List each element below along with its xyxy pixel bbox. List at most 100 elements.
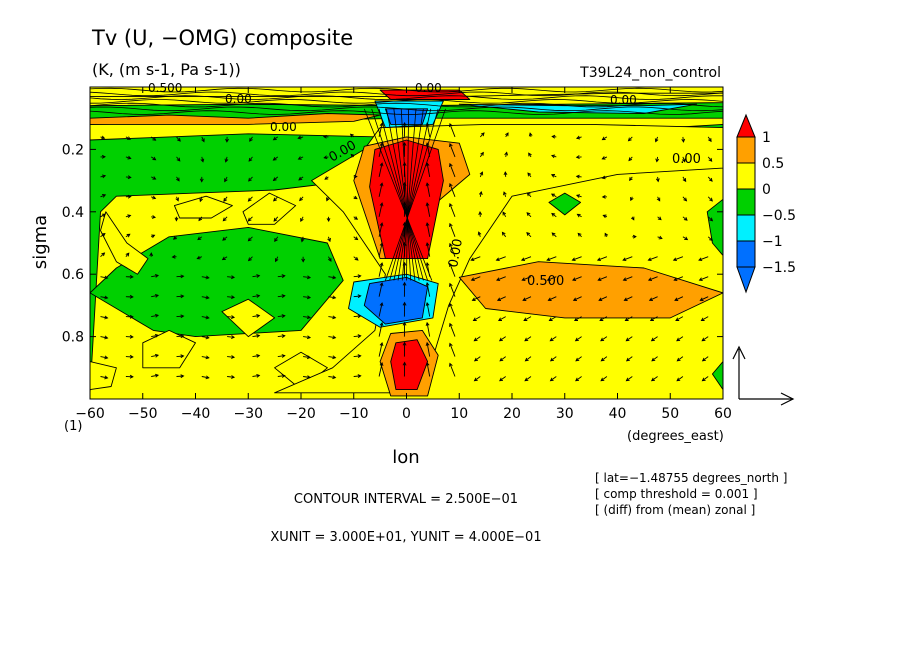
- wind-vector-head-39: [154, 373, 160, 378]
- wind-vector-head-154: [379, 321, 384, 327]
- wind-vector-297: [651, 336, 658, 342]
- region-pos1-14: [90, 361, 117, 391]
- wind-vector-head-3: [101, 174, 107, 179]
- wind-vector-head-203: [470, 277, 475, 282]
- wind-vector-head-22: [129, 294, 134, 299]
- streak-11: [389, 108, 439, 281]
- wind-vector-head-117: [306, 375, 312, 380]
- wind-vector-head-231: [523, 317, 528, 321]
- wind-vector-head-133: [353, 174, 358, 179]
- wind-vector-34: [151, 274, 159, 278]
- colorbar-segment-6: [736, 240, 756, 268]
- wind-vector-head-82: [247, 197, 252, 202]
- wind-vector-head-298: [651, 357, 656, 362]
- streak-6: [400, 108, 412, 281]
- wind-vector-204: [472, 296, 481, 301]
- x-tick-label-2: −50: [128, 406, 158, 422]
- wind-vector-180: [426, 322, 431, 337]
- wind-vector-head-32: [151, 234, 156, 239]
- wind-vector-head-200: [478, 210, 483, 215]
- wind-vector-head-40: [177, 137, 181, 142]
- wind-vector-head-277: [630, 197, 634, 202]
- wind-vector-head-255: [572, 277, 577, 282]
- x-tick-label-12: 50: [661, 406, 679, 422]
- wind-vector-head-250: [575, 174, 580, 179]
- wind-vector-311: [677, 356, 684, 362]
- wind-vector-head-33: [149, 252, 154, 257]
- region-pos3-23: [379, 89, 471, 100]
- wind-vector-184: [449, 143, 456, 158]
- contour-label-9: 0.00: [415, 81, 442, 95]
- wind-vector-88: [252, 315, 260, 318]
- wind-vector-head-207: [473, 357, 478, 362]
- wind-vector-175: [426, 222, 431, 237]
- y-tick-label-2: 0.4: [62, 205, 84, 221]
- wind-vector-217: [497, 296, 506, 301]
- wind-vector-head-256: [572, 297, 577, 301]
- wind-vector-12: [100, 356, 108, 359]
- wind-vector-head-81: [248, 177, 252, 182]
- wind-vector-head-175: [425, 222, 430, 227]
- wind-vector-head-227: [526, 232, 531, 236]
- wind-vector-head-308: [674, 297, 679, 301]
- wind-vector-82: [248, 196, 253, 202]
- wind-vector-216: [496, 276, 506, 281]
- wind-vector-35: [151, 294, 159, 298]
- wind-vector-head-123: [327, 237, 331, 243]
- wind-vector-273: [600, 376, 608, 382]
- wind-vector-head-166: [402, 301, 407, 306]
- wind-vector-310: [676, 336, 684, 342]
- wind-vector-head-302: [682, 178, 687, 183]
- x-axis-ticks: −60 −50 −40 −30 −20 −10 0 10 20 30 40 50 60: [75, 87, 732, 422]
- wind-vector-head-92: [272, 136, 277, 141]
- wind-vector-head-48: [180, 294, 185, 299]
- wind-vector-102: [277, 335, 285, 338]
- diff-info: [ (diff) from (mean) zonal ]: [595, 503, 755, 517]
- contour-label-3: 0.00: [225, 92, 252, 106]
- lat-info: [ lat=−1.48755 degrees_north ]: [595, 471, 787, 485]
- wind-vector-203: [471, 276, 481, 281]
- wind-vector-head-281: [622, 277, 627, 282]
- wind-vector-189: [449, 243, 456, 257]
- wind-vector-227: [526, 232, 532, 238]
- wind-vector-174: [426, 202, 431, 217]
- streak-2: [371, 108, 428, 281]
- reference-vectors: [732, 345, 795, 406]
- wind-vector-258: [575, 336, 582, 342]
- wind-vector-head-130: [332, 375, 337, 380]
- wind-vector-171: [426, 143, 431, 157]
- run-label: T39L24_non_control: [579, 65, 721, 81]
- wind-vector-63: [201, 336, 209, 339]
- wind-vector-head-128: [332, 335, 337, 340]
- wind-vector-head-285: [625, 357, 630, 362]
- wind-vector-head-317: [709, 217, 714, 222]
- wind-vector-head-8: [104, 275, 109, 280]
- wind-vector-head-153: [379, 302, 384, 307]
- wind-vector-head-184: [449, 143, 453, 148]
- contour-label-4: 0.00: [270, 120, 297, 134]
- wind-vector-head-171: [425, 142, 430, 147]
- reference-vector-vertical-head: [732, 345, 746, 360]
- wind-vector-head-259: [575, 357, 580, 362]
- colorbar-segment-1: [736, 113, 756, 138]
- wind-vector-head-211: [503, 171, 508, 176]
- wind-vector-head-238: [550, 193, 556, 198]
- wind-vector-head-229: [521, 277, 526, 282]
- wind-vector-101: [277, 315, 285, 318]
- wind-vector-head-53: [201, 138, 205, 143]
- region-pos1-12: [221, 298, 276, 338]
- wind-vector-271: [600, 336, 608, 342]
- wind-vector-head-106: [297, 156, 302, 160]
- wind-vector-head-121: [326, 197, 330, 202]
- wind-vector-head-198: [479, 171, 484, 176]
- chart-title: Tv (U, −OMG) composite: [91, 26, 353, 50]
- wind-vector-head-320: [698, 277, 703, 282]
- wind-vector-head-269: [598, 297, 603, 301]
- wind-vector-60: [201, 276, 209, 279]
- wind-vector-head-46: [171, 254, 176, 259]
- wind-vector-260: [575, 376, 582, 382]
- wind-vector-head-233: [524, 357, 529, 362]
- wind-vector-head-12: [104, 355, 109, 360]
- wind-vector-head-219: [498, 337, 503, 342]
- wind-vector-282: [624, 296, 633, 301]
